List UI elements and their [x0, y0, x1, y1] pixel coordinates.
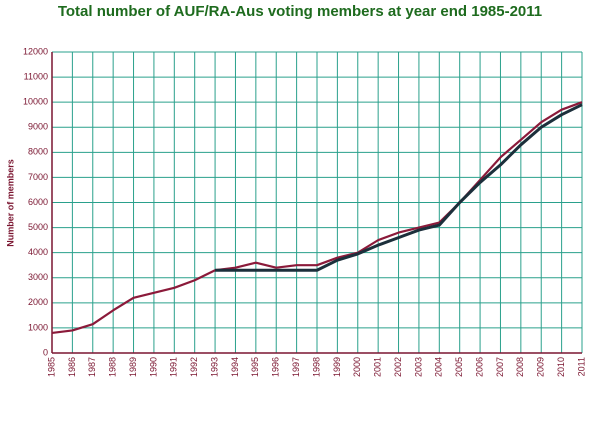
- x-tick-label: 1988: [108, 357, 118, 377]
- y-tick-label: 7000: [28, 172, 48, 182]
- x-tick-label: 1985: [46, 357, 56, 377]
- series-line: [215, 103, 583, 272]
- x-tick-label: 2001: [373, 357, 383, 377]
- x-tick-label: 2009: [536, 357, 546, 377]
- x-tick-label: 2007: [495, 357, 505, 377]
- x-tick-label: 1997: [291, 357, 301, 377]
- x-tick-label: 2008: [515, 357, 525, 377]
- x-tick-label: 2000: [352, 357, 362, 377]
- x-tick-label: 1996: [271, 357, 281, 377]
- x-tick-label: 1987: [87, 357, 97, 377]
- x-tick-label: 1991: [169, 357, 179, 377]
- y-tick-label: 9000: [28, 122, 48, 132]
- y-tick-label: 8000: [28, 147, 48, 157]
- x-tick-label: 1999: [332, 357, 342, 377]
- y-tick-label: 0: [43, 347, 48, 357]
- x-tick-label: 2011: [576, 357, 586, 376]
- chart-title: Total number of AUF/RA-Aus voting member…: [58, 3, 542, 20]
- x-tick-label: 1986: [67, 357, 77, 377]
- y-tick-label: 11000: [24, 71, 48, 81]
- y-tick-label: 12000: [23, 46, 48, 56]
- x-tick-label: 1992: [189, 357, 199, 377]
- y-tick-label: 10000: [23, 97, 48, 107]
- y-tick-label: 2000: [28, 297, 48, 307]
- x-tick-label: 2004: [434, 357, 444, 377]
- y-tick-label: 4000: [28, 247, 48, 257]
- x-tick-label: 1998: [311, 357, 321, 377]
- y-tick-label: 1000: [28, 322, 48, 332]
- x-tick-label: 2006: [474, 357, 484, 377]
- y-axis-label: Number of members: [5, 159, 15, 247]
- y-tick-label: 6000: [28, 197, 48, 207]
- x-tick-label: 2005: [454, 357, 464, 377]
- x-tick-label: 1994: [230, 357, 240, 377]
- x-tick-label: 2003: [413, 357, 423, 377]
- y-tick-label: 5000: [28, 222, 48, 232]
- x-tick-label: 2010: [556, 357, 566, 377]
- x-tick-label: 1989: [128, 357, 138, 377]
- series-line: [51, 101, 583, 335]
- y-tick-label: 3000: [28, 272, 48, 282]
- x-tick-label: 1995: [250, 357, 260, 377]
- x-tick-label: 1993: [209, 357, 219, 377]
- x-tick-label: 1990: [148, 357, 158, 377]
- x-tick-label: 2002: [393, 357, 403, 377]
